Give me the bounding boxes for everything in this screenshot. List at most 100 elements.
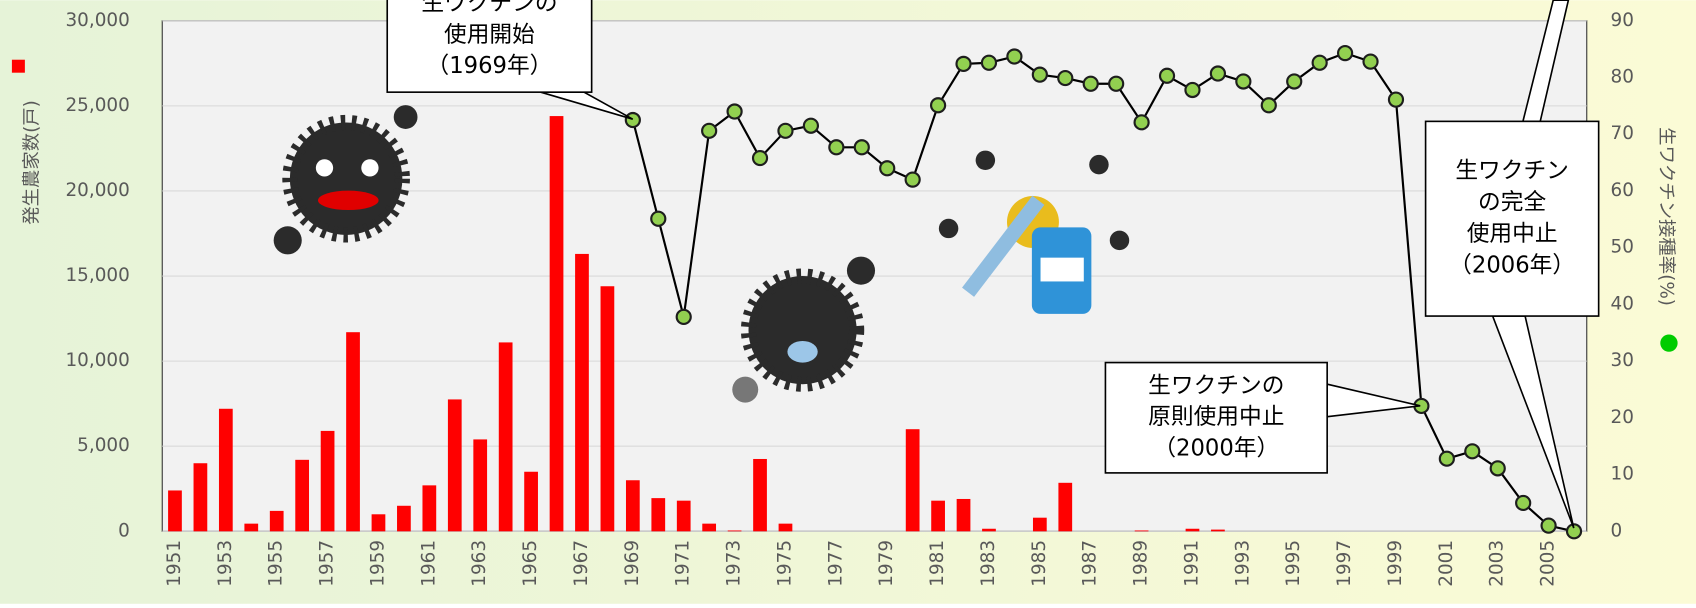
line-marker: [1058, 71, 1072, 85]
x-tick-label: 1959: [367, 540, 388, 587]
bar: [168, 490, 182, 531]
bar: [931, 501, 945, 532]
bar: [957, 499, 971, 531]
bar: [982, 529, 996, 532]
x-tick-label: 1993: [1232, 540, 1253, 587]
x-tick-label: 1953: [215, 540, 236, 587]
x-tick-label: 1985: [1029, 540, 1050, 587]
x-tick-label: 2001: [1436, 540, 1457, 587]
line-marker: [1313, 56, 1327, 70]
bar: [219, 409, 233, 532]
x-tick-label: 1961: [418, 540, 439, 587]
line-marker: [855, 140, 869, 154]
legend-swatch: [12, 60, 25, 73]
y2-tick-label: 90: [1611, 10, 1634, 31]
y-tick-label: 0: [118, 520, 130, 541]
line-marker: [1338, 46, 1352, 60]
y-tick-label: 10,000: [65, 350, 129, 371]
line-marker: [753, 151, 767, 165]
x-tick-label: 1997: [1334, 540, 1355, 587]
line-marker: [1389, 93, 1403, 107]
bar: [728, 530, 742, 531]
x-tick-label: 1975: [774, 540, 795, 587]
x-tick-label: 1979: [876, 540, 897, 587]
callout-box: [1426, 121, 1599, 316]
bar: [1033, 518, 1047, 532]
x-tick-label: 1989: [1131, 540, 1152, 587]
annotation-text: 使用開始: [444, 22, 535, 48]
line-marker: [1236, 74, 1250, 88]
x-tick-label: 1995: [1283, 540, 1304, 587]
y2-tick-label: 80: [1611, 67, 1634, 88]
y2-tick-label: 10: [1611, 464, 1634, 485]
bar: [524, 472, 538, 532]
line-marker: [1007, 49, 1021, 63]
bar: [753, 459, 767, 531]
legend-swatch: [1660, 334, 1677, 351]
x-tick-label: 1951: [164, 540, 185, 587]
bar: [295, 460, 309, 531]
x-tick-label: 2005: [1538, 540, 1559, 587]
line-marker: [804, 119, 818, 133]
annotation-text: （2000年）: [1153, 436, 1279, 462]
bar: [1135, 530, 1149, 531]
x-tick-label: 1963: [469, 540, 490, 587]
x-tick-label: 1969: [622, 540, 643, 587]
line-marker: [626, 113, 640, 127]
x-tick-label: 1965: [520, 540, 541, 587]
annotation-text: 生ワクチンの: [421, 0, 557, 17]
line-marker: [829, 140, 843, 154]
annotation-text: 使用中止: [1467, 221, 1558, 247]
line-marker: [1491, 461, 1505, 475]
line-marker: [1262, 98, 1276, 112]
y2-axis-label: 生ワクチン接種率(%): [1656, 127, 1677, 306]
y2-tick-label: 70: [1611, 123, 1634, 144]
x-tick-label: 1999: [1385, 540, 1406, 587]
line-marker: [1160, 69, 1174, 83]
line-marker: [1516, 496, 1530, 510]
bar: [270, 511, 284, 531]
y2-tick-label: 20: [1611, 407, 1634, 428]
line-marker: [1211, 66, 1225, 80]
line-marker: [651, 212, 665, 226]
line-marker: [1084, 77, 1098, 91]
y2-tick-label: 40: [1611, 293, 1634, 314]
line-marker: [677, 310, 691, 324]
bar: [906, 429, 920, 531]
line-marker: [982, 56, 996, 70]
line-marker: [1364, 55, 1378, 69]
x-tick-label: 1967: [571, 540, 592, 587]
line-marker: [1542, 519, 1556, 533]
x-tick-label: 1983: [978, 540, 999, 587]
y-tick-label: 5,000: [77, 435, 130, 456]
line-marker: [880, 161, 894, 175]
x-tick-label: 1981: [927, 540, 948, 587]
y2-tick-label: 50: [1611, 237, 1634, 258]
line-marker: [1440, 452, 1454, 466]
line-marker: [1465, 444, 1479, 458]
line-marker: [778, 124, 792, 138]
line-marker: [702, 124, 716, 138]
x-tick-label: 1977: [825, 540, 846, 587]
bar: [779, 524, 793, 532]
line-marker: [1109, 77, 1123, 91]
y-tick-label: 15,000: [65, 265, 129, 286]
x-tick-label: 1973: [724, 540, 745, 587]
x-tick-label: 2003: [1487, 540, 1508, 587]
bar: [601, 286, 615, 531]
bar: [346, 332, 360, 531]
bar: [473, 439, 487, 531]
y-tick-label: 20,000: [65, 180, 129, 201]
annotation-text: （1969年）: [426, 53, 552, 79]
line-marker: [1287, 74, 1301, 88]
annotation-text: 生ワクチンの: [1148, 373, 1284, 399]
y-axis-label: 発生農家数(戸): [21, 100, 42, 225]
line-marker: [1033, 68, 1047, 82]
y2-tick-label: 0: [1611, 520, 1623, 541]
bar: [575, 254, 589, 531]
bar: [651, 498, 665, 531]
y-tick-label: 30,000: [65, 10, 129, 31]
y-tick-label: 25,000: [65, 95, 129, 116]
annotation-text: 生ワクチン: [1455, 158, 1569, 184]
bar: [397, 506, 411, 532]
